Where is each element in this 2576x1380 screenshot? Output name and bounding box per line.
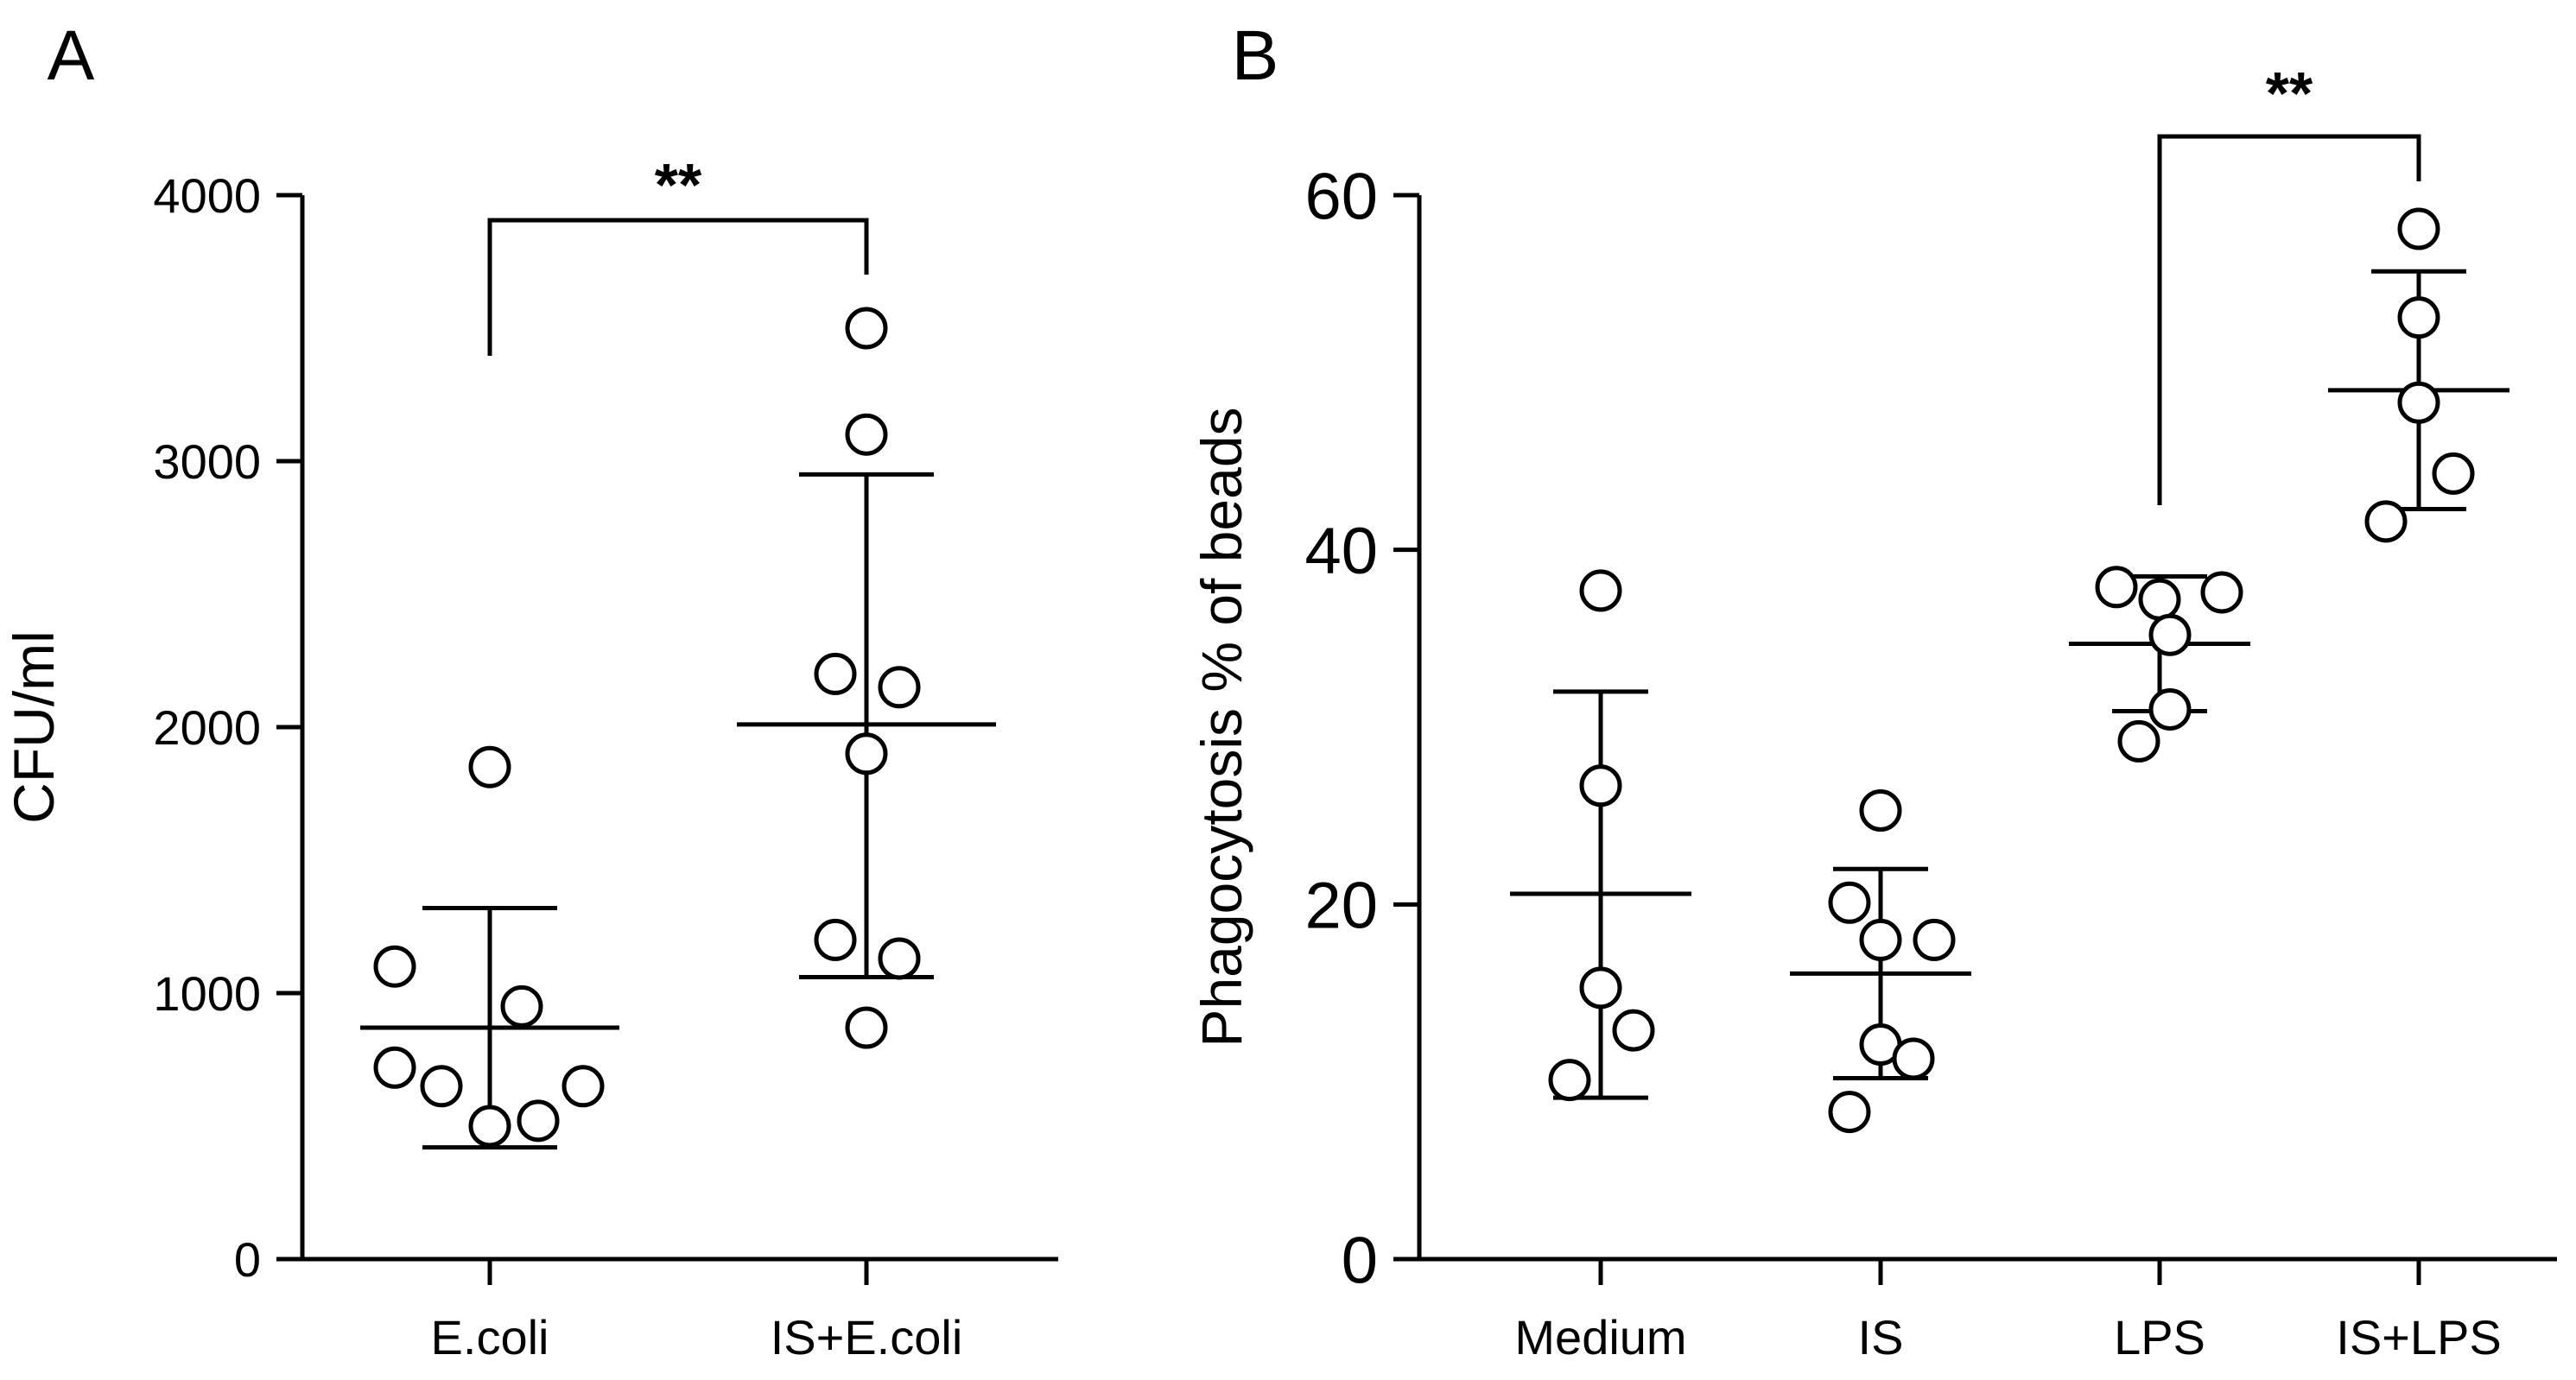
data-point-lps xyxy=(2138,578,2181,621)
y-tick-label-b: 60 xyxy=(1304,160,1378,233)
y-tick-label-b: 0 xyxy=(1342,1224,1378,1297)
x-tick-label-e-coli: E.coli xyxy=(431,1310,549,1364)
y-tick-label-a: 2000 xyxy=(153,700,261,755)
bracket-line-a xyxy=(487,218,869,356)
data-point-is xyxy=(1913,918,1956,961)
data-point-is-lps xyxy=(2432,452,2475,495)
y-tick-label-a: 1000 xyxy=(153,966,261,1021)
data-point-is xyxy=(1859,918,1902,961)
x-tick-label-is: IS xyxy=(1858,1310,1904,1364)
data-point-is xyxy=(1859,789,1902,832)
significance-label-a: ** xyxy=(655,151,702,218)
data-point-is-e-coli xyxy=(814,652,857,695)
y-tick-label-b: 40 xyxy=(1304,515,1378,588)
y-tick-label-a: 4000 xyxy=(153,168,261,223)
data-point-is-e-coli xyxy=(845,307,888,350)
data-point-lps xyxy=(2148,613,2192,656)
data-point-e-coli xyxy=(517,1099,560,1143)
data-point-medium xyxy=(1579,764,1622,807)
significance-bracket-b: ** xyxy=(2157,60,2421,505)
panel-a: A 0 1000 2000 3000 4000 CFU/ml E.coli IS+E.coli *… xyxy=(2,16,1058,1364)
data-point-e-coli xyxy=(373,945,416,988)
data-point-medium xyxy=(1612,1009,1655,1052)
y-tick-label-a: 0 xyxy=(234,1232,261,1287)
y-axis-label-a: CFU/ml xyxy=(2,630,66,824)
x-tick-label-is-lps: IS+LPS xyxy=(2336,1310,2501,1364)
y-tick-label-b: 20 xyxy=(1304,870,1378,943)
data-point-lps xyxy=(2200,571,2243,614)
panel-label-a: A xyxy=(48,16,95,95)
data-point-lps xyxy=(2117,719,2160,763)
data-point-is-e-coli xyxy=(845,1006,888,1049)
data-point-e-coli xyxy=(468,1105,511,1148)
data-point-is xyxy=(1828,881,1871,924)
data-point-e-coli xyxy=(500,984,543,1028)
data-point-lps xyxy=(2095,566,2138,609)
y-axis-label-b: Phagocytosis % of beads xyxy=(1190,407,1253,1047)
data-point-is-e-coli xyxy=(878,666,921,709)
panel-label-b: B xyxy=(1232,16,1279,95)
data-point-is xyxy=(1828,1091,1871,1134)
data-point-is xyxy=(1892,1037,1935,1080)
data-point-is-lps xyxy=(2397,207,2440,250)
x-tick-label-lps: LPS xyxy=(2114,1310,2205,1364)
data-point-is-e-coli xyxy=(845,413,888,456)
data-point-e-coli xyxy=(420,1065,463,1108)
data-point-lps xyxy=(2148,687,2192,731)
data-point-medium xyxy=(1579,569,1622,612)
data-point-is-lps xyxy=(2397,296,2440,339)
data-point-is-e-coli xyxy=(845,732,888,775)
data-point-is-e-coli xyxy=(814,918,857,961)
data-point-medium xyxy=(1579,966,1622,1010)
data-point-e-coli xyxy=(562,1065,605,1108)
data-point-is-e-coli xyxy=(878,937,921,980)
bracket-line-b xyxy=(2157,134,2421,505)
data-point-medium xyxy=(1548,1059,1591,1102)
data-point-is-lps xyxy=(2364,500,2408,543)
significance-bracket-a: ** xyxy=(487,151,869,356)
data-point-e-coli xyxy=(373,1046,416,1089)
data-point-is-lps xyxy=(2397,381,2440,424)
x-tick-label-medium: Medium xyxy=(1514,1310,1686,1364)
y-tick-label-a: 3000 xyxy=(153,434,261,489)
data-point-e-coli xyxy=(468,745,511,788)
significance-label-b: ** xyxy=(2266,60,2313,127)
panel-b: B 0 20 40 60 Phagocytosis % of beads Medium IS L… xyxy=(1190,16,2557,1364)
x-tick-label-is-e-coli: IS+E.coli xyxy=(771,1310,963,1364)
